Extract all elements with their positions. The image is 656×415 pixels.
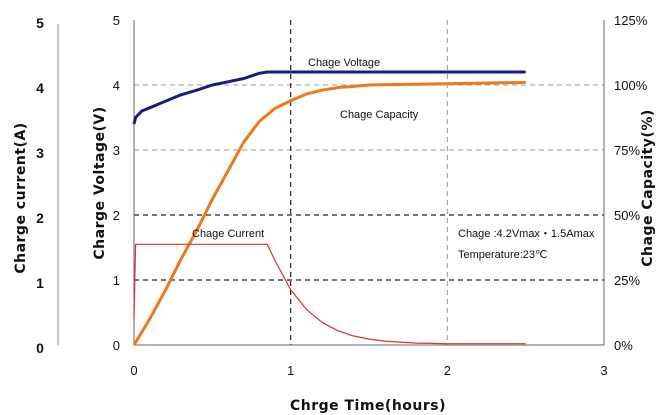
current-tick-label: 4 <box>36 80 44 96</box>
series-line-chage-current <box>133 243 526 345</box>
capacity-series-label: Chage Capacity <box>340 109 419 121</box>
y-axis-title-voltage: Charge Voltage(V) <box>92 106 108 259</box>
voltage-tick-label: 2 <box>113 208 120 223</box>
y-axis-title-capacity: Chage Capacity(%) <box>640 109 656 267</box>
current-series-label: Chage Current <box>192 228 264 240</box>
voltage-tick-label: 3 <box>113 143 120 158</box>
capacity-tick-label: 125% <box>614 13 648 28</box>
voltage-tick-label: 4 <box>113 78 120 93</box>
x-tick-label: 1 <box>287 363 294 378</box>
voltage-tick-label: 5 <box>113 13 120 28</box>
series-line-chage-capacity <box>132 80 526 346</box>
current-tick-label: 1 <box>36 275 44 291</box>
current-tick-label: 0 <box>36 340 44 356</box>
current-tick-label: 2 <box>36 210 44 226</box>
condition-text-1: Chage :4.2Vmax・1.5Amax <box>458 228 595 240</box>
series-line-chage-voltage <box>132 70 526 125</box>
capacity-tick-label: 25% <box>614 273 640 288</box>
condition-text-2: Temperature:23℃ <box>458 249 547 261</box>
series-layer <box>132 70 526 346</box>
y-axis-title-current: Charge current(A) <box>13 122 29 273</box>
current-tick-label: 5 <box>36 15 44 31</box>
voltage-series-label: Chage Voltage <box>308 57 380 69</box>
capacity-tick-label: 0% <box>614 338 633 353</box>
x-axis-title: Chrge Time(hours) <box>290 398 446 414</box>
voltage-tick-label: 1 <box>113 273 120 288</box>
capacity-tick-label: 50% <box>614 208 640 223</box>
capacity-tick-label: 75% <box>614 143 640 158</box>
x-tick-label: 2 <box>444 363 451 378</box>
current-tick-label: 3 <box>36 145 44 161</box>
capacity-tick-label: 100% <box>614 78 648 93</box>
x-tick-label: 0 <box>130 363 137 378</box>
voltage-tick-label: 0 <box>113 338 120 353</box>
x-tick-label: 3 <box>600 363 607 378</box>
